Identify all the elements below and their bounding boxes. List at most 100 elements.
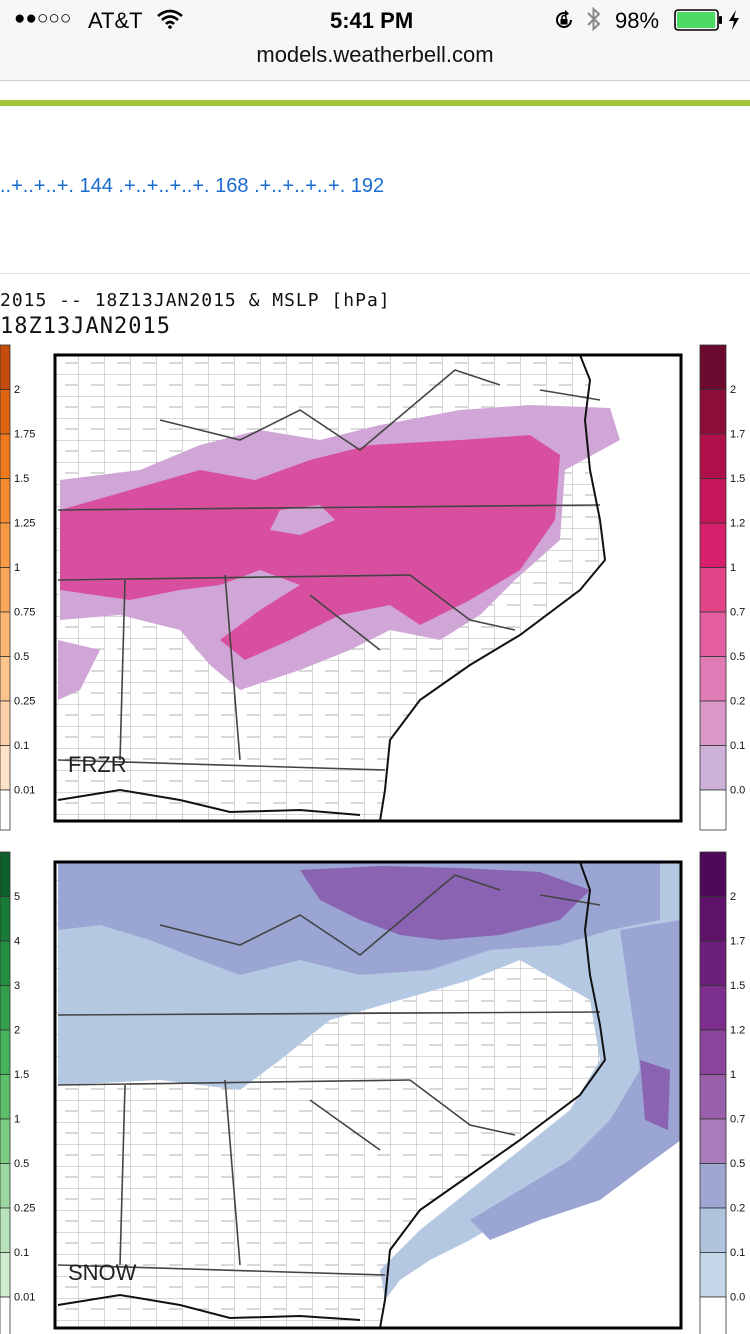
map-valid-time: 18Z13JAN2015	[0, 314, 171, 339]
colorbar-tick-label: 1.7	[730, 429, 745, 441]
snow-state-borders	[57, 874, 601, 1276]
frzr-right-colorbar: 2 1.7 1.5 1.2 1 0.7 0.5 0.2 0.1 0.0	[699, 344, 745, 831]
colorbar-swatch	[0, 522, 11, 568]
colorbar-swatch	[0, 1118, 11, 1164]
colorbar-tick-label: 1.25	[14, 518, 35, 530]
colorbar-tick-label: 1.2	[730, 1025, 745, 1037]
bluetooth-icon	[586, 6, 602, 37]
colorbar-tick-label: 1.5	[14, 1069, 29, 1081]
forecast-hour-links[interactable]: ..+..+..+. 144 .+..+..+..+. 168 .+..+..+…	[0, 175, 385, 197]
colorbar-tick-label: 0.01	[14, 1292, 35, 1304]
wifi-icon	[157, 9, 183, 34]
colorbar-swatch	[699, 344, 727, 390]
colorbar-tick-label: 1	[730, 562, 736, 574]
colorbar-swatch	[699, 1029, 727, 1075]
colorbar-swatch	[0, 745, 11, 791]
colorbar-swatch	[699, 1207, 727, 1253]
snow-left-colorbar: 5 4 3 2 1.5 1 0.5 0.25 0.1 0.01	[0, 851, 35, 1334]
colorbar-tick-label: 1.5	[730, 473, 745, 485]
colorbar-tick-label: 0.5	[14, 1158, 29, 1170]
frzr-panel-label: FRZR	[68, 752, 127, 777]
colorbar-tick-label: 0.25	[14, 696, 35, 708]
colorbar-swatch	[699, 1118, 727, 1164]
colorbar-swatch	[699, 789, 727, 831]
colorbar-swatch	[0, 567, 11, 613]
snow-light-area	[58, 862, 681, 1300]
colorbar-tick-label: 1	[730, 1069, 736, 1081]
frzr-light-area	[58, 405, 620, 700]
frzr-state-borders	[57, 369, 601, 771]
colorbar-tick-label: 5	[14, 891, 20, 903]
colorbar-swatch	[699, 478, 727, 524]
colorbar-swatch	[699, 389, 727, 435]
colorbar-swatch	[0, 1252, 11, 1298]
accent-divider	[0, 100, 750, 106]
snow-land	[55, 862, 605, 1328]
colorbar-swatch	[699, 985, 727, 1031]
colorbar-swatch	[0, 344, 11, 390]
colorbar-swatch	[0, 611, 11, 657]
colorbar-swatch	[699, 1163, 727, 1209]
colorbar-tick-label: 0.0	[730, 785, 745, 797]
colorbar-swatch	[699, 940, 727, 986]
colorbar-tick-label: 1.5	[14, 473, 29, 485]
colorbar-swatch	[0, 1163, 11, 1209]
clock: 5:41 PM	[330, 8, 414, 33]
colorbar-swatch	[0, 789, 11, 831]
snow-right-colorbar: 2 1.7 1.5 1.2 1 0.7 0.5 0.2 0.1 0.0	[699, 851, 745, 1334]
colorbar-swatch	[0, 985, 11, 1031]
colorbar-swatch	[699, 851, 727, 897]
colorbar-swatch	[699, 745, 727, 791]
carrier-label: AT&T	[88, 8, 143, 33]
frzr-land	[55, 355, 605, 821]
colorbar-tick-label: 0.1	[14, 1247, 29, 1259]
frzr-map-panel: FRZR	[53, 353, 683, 823]
snow-heavy-area	[300, 866, 590, 940]
colorbar-tick-label: 4	[14, 936, 20, 948]
status-bar: ●●○○○ AT&T 5:41 PM 98%	[0, 0, 750, 81]
lock-rotation-icon	[553, 9, 575, 36]
colorbar-tick-label: 0.1	[730, 1247, 745, 1259]
colorbar-swatch	[699, 611, 727, 657]
frzr-left-colorbar: 2 1.75 1.5 1.25 1 0.75 0.5 0.25 0.1 0.01	[0, 344, 35, 831]
colorbar-tick-label: 1.5	[730, 980, 745, 992]
colorbar-swatch	[0, 1074, 11, 1120]
colorbar-swatch	[0, 1207, 11, 1253]
colorbar-swatch	[0, 478, 11, 524]
colorbar-tick-label: 0.5	[730, 1158, 745, 1170]
colorbar-swatch	[699, 896, 727, 942]
colorbar-tick-label: 1.7	[730, 936, 745, 948]
colorbar-tick-label: 1.75	[14, 429, 35, 441]
colorbar-tick-label: 3	[14, 980, 20, 992]
colorbar-swatch	[0, 389, 11, 435]
colorbar-swatch	[699, 700, 727, 746]
divider	[0, 273, 750, 274]
snow-mid-area	[58, 862, 660, 975]
colorbar-tick-label: 2	[730, 384, 736, 396]
colorbar-tick-label: 0.1	[730, 740, 745, 752]
snow-coastline	[379, 861, 607, 1329]
colorbar-swatch	[699, 656, 727, 702]
colorbar-tick-label: 0.75	[14, 607, 35, 619]
snow-panel-label: SNOW	[68, 1260, 137, 1285]
colorbar-swatch	[0, 700, 11, 746]
colorbar-tick-label: 2	[730, 891, 736, 903]
charging-bolt-icon	[727, 9, 741, 36]
colorbar-swatch	[699, 1074, 727, 1120]
colorbar-tick-label: 0.1	[14, 740, 29, 752]
colorbar-swatch	[699, 522, 727, 568]
battery-icon	[674, 9, 724, 36]
colorbar-tick-label: 0.7	[730, 1114, 745, 1126]
colorbar-tick-label: 1	[14, 562, 20, 574]
colorbar-swatch	[699, 1252, 727, 1298]
colorbar-swatch	[0, 896, 11, 942]
colorbar-tick-label: 0.5	[730, 651, 745, 663]
colorbar-tick-label: 0.2	[730, 696, 745, 708]
colorbar-swatch	[699, 1296, 727, 1334]
url-bar[interactable]: models.weatherbell.com	[256, 42, 494, 67]
colorbar-tick-label: 2	[14, 1025, 20, 1037]
colorbar-tick-label: 1.2	[730, 518, 745, 530]
colorbar-tick-label: 0.01	[14, 785, 35, 797]
signal-strength: ●●○○○	[14, 8, 72, 29]
